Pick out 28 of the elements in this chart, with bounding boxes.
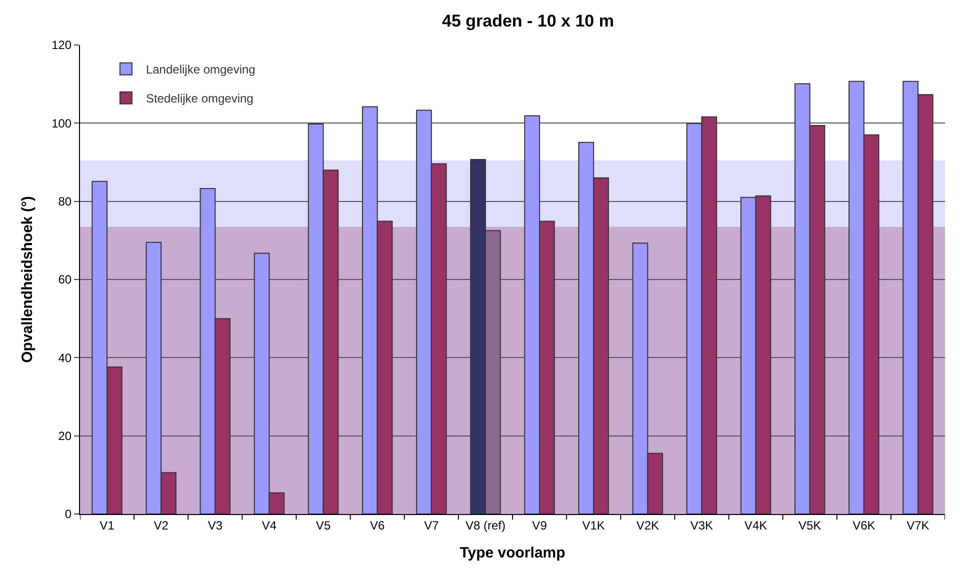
- y-tick-label: 80: [58, 194, 72, 209]
- x-tick-label: V4: [262, 518, 277, 532]
- y-tick-label: 40: [58, 350, 72, 365]
- y-tick-label: 60: [58, 272, 72, 287]
- y-tick-label: 0: [64, 507, 72, 522]
- legend-label: Landelijke omgeving: [146, 62, 256, 77]
- chart-title: 45 graden - 10 x 10 m: [442, 11, 614, 30]
- y-axis-title: Opvallendheidshoek (°): [18, 196, 36, 363]
- y-tick-label: 20: [58, 429, 72, 444]
- x-tick-label: V6K: [852, 518, 876, 532]
- legend-label: Stedelijke omgeving: [146, 92, 254, 106]
- x-tick-label: V1K: [582, 518, 605, 532]
- x-tick-label: V4K: [744, 518, 768, 532]
- y-tick-label: 120: [52, 38, 72, 52]
- x-tick-label: V7K: [906, 518, 930, 532]
- x-tick-label: V5: [316, 518, 331, 532]
- x-tick-label: V6: [370, 518, 385, 532]
- x-tick-label: V8 (ref): [465, 518, 506, 532]
- x-tick-label: V5K: [798, 518, 822, 532]
- x-tick-label: V3: [208, 518, 223, 532]
- x-tick-label: V1: [100, 518, 115, 532]
- x-tick-label: V7: [424, 518, 440, 532]
- y-tick-label: 100: [52, 116, 72, 130]
- x-axis-title: Type voorlamp: [460, 544, 566, 562]
- x-tick-label: V3K: [690, 518, 714, 532]
- x-tick-label: V2: [154, 518, 169, 532]
- x-tick-label: V9: [532, 518, 548, 532]
- x-tick-label: V2K: [636, 518, 660, 532]
